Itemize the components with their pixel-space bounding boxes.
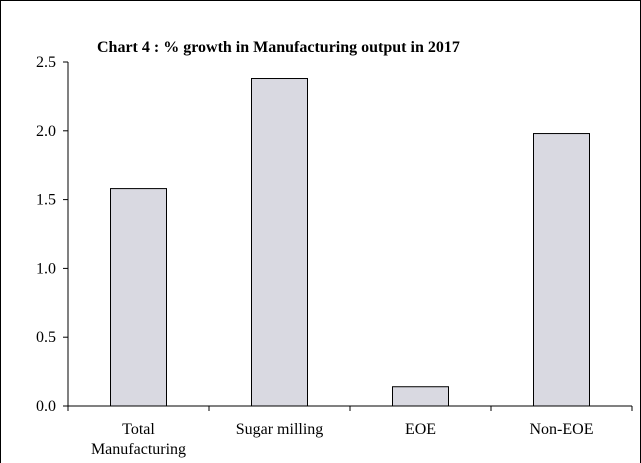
category-labels: Total Manufacturing Sugar milling EOE Non-EO… — [91, 421, 594, 458]
category-label: EOE — [405, 421, 436, 438]
category-label-line: Manufacturing — [91, 441, 186, 458]
category-label: Non-EOE — [530, 421, 594, 438]
bar-total-manufacturing — [110, 188, 167, 407]
category-label-line: Sugar milling — [236, 421, 324, 438]
category-label: Total Manufacturing — [91, 421, 186, 458]
y-tick-label: 1.5 — [36, 192, 56, 209]
bar-sugar-milling — [251, 78, 308, 407]
category-label-line: EOE — [405, 421, 436, 438]
y-axis: 0.0 0.5 1.0 1.5 2.0 2.5 — [36, 54, 69, 415]
chart-title: Chart 4 : % growth in Manufacturing outp… — [97, 39, 460, 56]
bar-non-eoe — [533, 133, 590, 407]
category-label-line: Non-EOE — [530, 421, 594, 438]
bars — [110, 78, 590, 407]
y-tick-label: 0.5 — [36, 329, 56, 346]
y-tick-label: 0.0 — [36, 398, 56, 415]
category-label-line: Total — [122, 421, 155, 438]
y-tick-label: 1.0 — [36, 260, 56, 277]
y-tick-label: 2.5 — [36, 54, 56, 71]
category-label: Sugar milling — [236, 421, 324, 438]
y-tick-label: 2.0 — [36, 123, 56, 140]
bar-eoe — [392, 386, 449, 407]
